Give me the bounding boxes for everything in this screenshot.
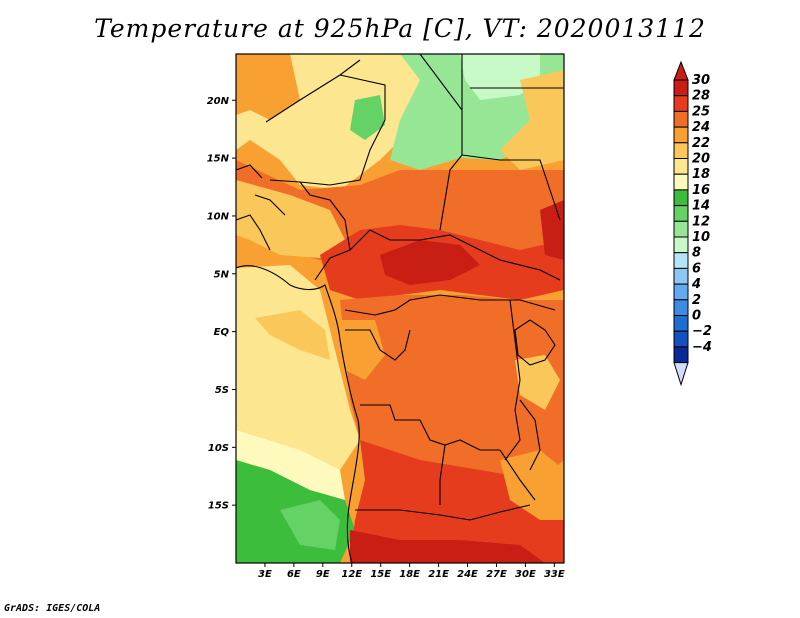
border-cameroon-car (349, 229, 561, 281)
chart-title: Temperature at 925hPa [C], VT: 202001311… (94, 14, 706, 43)
colorbar-label: 24 (692, 120, 710, 135)
colorbar-label: 16 (692, 183, 710, 198)
colorbar-swatch (673, 95, 689, 112)
border-gabon-congo (345, 329, 411, 361)
border-drc-angola (360, 404, 500, 451)
lon-tick-label: 18E (399, 569, 420, 580)
colorbar-swatch (673, 110, 689, 128)
colorbar-swatch (673, 330, 689, 348)
colorbar-label: −4 (692, 340, 712, 355)
lat-tick-label: 15N (207, 154, 230, 165)
colorbar-label: 22 (692, 136, 710, 151)
lat-tick-label: 10S (208, 443, 229, 454)
colorbar-label: 12 (692, 214, 710, 229)
field-region-north-orange-west (236, 54, 300, 120)
border-angola-namibia (355, 504, 531, 521)
lon-tick-label: 33E (544, 569, 565, 580)
lon-tick-label: 3E (258, 569, 272, 580)
colorbar-label: −2 (692, 324, 712, 339)
colorbar-label: 0 (692, 309, 701, 324)
grads-credit: GrADS: IGES/COLA (4, 603, 101, 614)
colorbar-bottom-arrow (673, 362, 689, 387)
lon-tick-label: 24E (457, 569, 478, 580)
lon-tick-label: 27E (486, 569, 507, 580)
field-region-central-darkred (380, 240, 480, 285)
field-region-south-red (350, 440, 564, 563)
field-region-lakes-yellow (515, 355, 560, 410)
map-frame (235, 53, 565, 564)
country-borders (236, 54, 564, 563)
lat-tick-label: 5S (215, 385, 229, 396)
colorbar-swatch (673, 189, 689, 207)
colorbar-swatch (673, 173, 689, 191)
colorbar-swatch (673, 158, 689, 175)
latitude-axis: 20N 15N 10N 5N EQ 5S 10S 15S (207, 96, 236, 512)
field-region-coast-orange (255, 310, 330, 360)
border-zambia-south (439, 444, 536, 505)
colorbar-swatch (673, 220, 689, 238)
field-region-southeast-orange (500, 450, 564, 520)
border-west-africa (236, 164, 286, 251)
lon-tick-label: 12E (341, 569, 362, 580)
colorbar-label: 30 (692, 73, 710, 88)
field-region-west-yellow (236, 180, 345, 258)
colorbar-label: 4 (691, 277, 701, 292)
colorbar-label: 20 (692, 152, 710, 167)
border-libya-egypt (419, 54, 564, 155)
lat-tick-label: 20N (207, 96, 230, 107)
colorbar-label: 14 (692, 199, 710, 214)
border-drc-east (504, 299, 521, 461)
colorbar-label: 28 (692, 89, 710, 104)
colorbar-swatch (673, 267, 689, 285)
longitude-axis: 3E 6E 9E 12E 15E 18E 21E 24E 27E 30E 33E (258, 563, 565, 580)
lat-tick-label: EQ (214, 327, 230, 338)
colorbar-swatch (673, 299, 689, 316)
lat-tick-label: 15S (208, 501, 229, 512)
colorbar-swatch (673, 283, 689, 301)
temperature-field (236, 54, 564, 563)
field-region-south-darkred (350, 530, 545, 563)
border-sahara-north (265, 59, 386, 186)
lon-tick-label: 30E (515, 569, 536, 580)
field-region-southwest-lightgreen (280, 500, 340, 550)
colorbar-label: 18 (692, 167, 710, 182)
field-region-northeast-yellow (500, 70, 564, 170)
border-nigeria (299, 181, 351, 281)
lon-tick-label: 6E (287, 569, 301, 580)
colorbar-swatch (673, 346, 689, 364)
colorbar-label: 10 (692, 230, 710, 245)
border-great-lakes (514, 319, 556, 471)
field-region-atlantic-south-yellow (236, 430, 345, 500)
lon-tick-label: 15E (370, 569, 391, 580)
colorbar-swatch (673, 142, 689, 160)
colorbar-label: 25 (692, 104, 710, 119)
colorbar-label: 2 (692, 293, 701, 308)
colorbar-swatch (673, 315, 689, 332)
lat-tick-label: 5N (214, 269, 230, 280)
border-chad-sudan (439, 154, 561, 231)
colorbar-label: 6 (692, 261, 701, 276)
field-region-north-darkgreen (350, 95, 385, 140)
colorbar-swatch (673, 79, 689, 97)
border-congo-north (344, 294, 556, 316)
lat-tick-label: 10N (207, 211, 230, 222)
colorbar-swatch (673, 236, 689, 254)
colorbar-swatch (673, 252, 689, 269)
lon-tick-label: 9E (316, 569, 330, 580)
colorbar-label: 8 (692, 246, 701, 261)
lon-tick-label: 21E (428, 569, 449, 580)
colorbar-swatch (673, 205, 689, 222)
colorbar-top-arrow (673, 60, 689, 81)
colorbar-swatch (673, 126, 689, 144)
border-coastline-west-africa (236, 265, 360, 563)
field-region-congo-orange (340, 295, 564, 480)
